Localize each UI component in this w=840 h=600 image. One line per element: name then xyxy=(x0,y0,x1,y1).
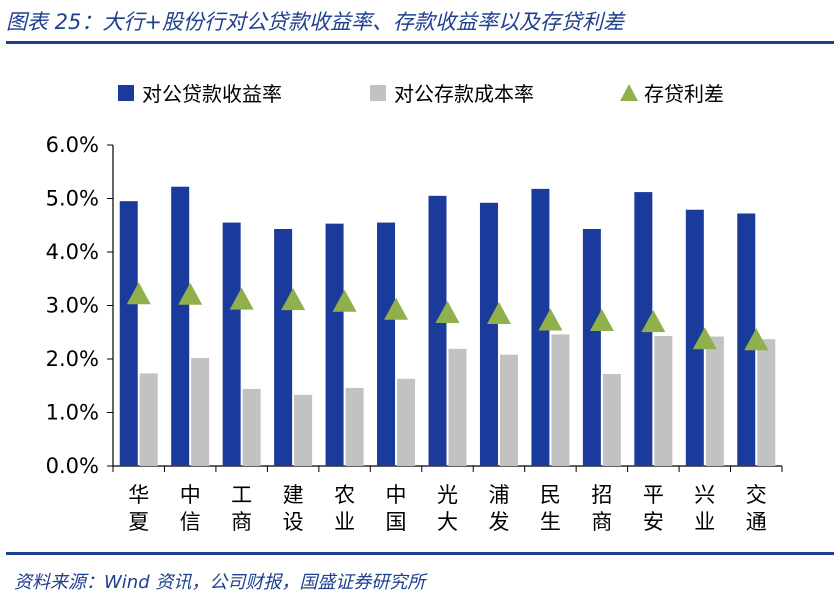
marker-spread xyxy=(332,289,357,312)
marker-spread xyxy=(281,288,306,311)
legend-label-0: 对公贷款收益率 xyxy=(142,82,282,106)
x-tick-label: 光大 xyxy=(437,483,458,534)
source-divider xyxy=(6,552,834,555)
x-tick-label: 民生 xyxy=(540,483,561,534)
chart-title: 图表 25：大行+股份行对公贷款收益率、存款收益率以及存贷利差 xyxy=(6,10,624,34)
bar-deposit-cost xyxy=(448,348,467,466)
bar-loan-yield xyxy=(582,228,601,466)
x-tick-label: 平安 xyxy=(643,483,664,534)
bar-deposit-cost xyxy=(294,394,313,466)
bar-loan-yield xyxy=(479,202,498,466)
bar-loan-yield xyxy=(685,209,704,467)
legend-swatch-1 xyxy=(370,85,386,101)
marker-spread xyxy=(229,287,254,310)
bar-deposit-cost xyxy=(139,373,158,466)
y-tick-label: 0.0% xyxy=(46,454,99,478)
x-tick-label: 浦发 xyxy=(488,483,509,534)
marker-spread xyxy=(538,308,563,331)
bar-loan-yield xyxy=(171,186,190,467)
bar-loan-yield xyxy=(737,213,756,466)
bar-deposit-cost xyxy=(499,354,518,466)
x-tick-label: 兴业 xyxy=(694,483,715,534)
x-tick-label: 建设 xyxy=(283,483,304,534)
marker-spread xyxy=(641,310,666,333)
bar-loan-yield xyxy=(274,228,293,466)
bar-deposit-cost xyxy=(551,334,570,466)
x-tick-label: 华夏 xyxy=(128,483,149,534)
x-tick-label: 中信 xyxy=(180,483,201,534)
source-note: 资料来源：Wind 资讯，公司财报，国盛证券研究所 xyxy=(14,572,426,593)
bar-loan-yield xyxy=(428,195,447,466)
legend-swatch-2 xyxy=(620,84,638,101)
marker-spread xyxy=(692,327,717,350)
bar-deposit-cost xyxy=(242,388,261,466)
bar-deposit-cost xyxy=(345,387,364,466)
marker-spread xyxy=(384,297,409,320)
x-tick-label: 工商 xyxy=(231,483,252,534)
legend-label-1: 对公存款成本率 xyxy=(394,82,534,106)
y-tick-label: 4.0% xyxy=(46,240,99,264)
y-tick-label: 3.0% xyxy=(46,294,99,318)
marker-spread xyxy=(435,300,460,323)
chart: 对公贷款收益率 对公存款成本率 存贷利差 0.0% 1.0% 2.0% 3.0% 4.0% 5.… xyxy=(46,82,783,534)
bar-loan-yield xyxy=(325,223,344,466)
bar-deposit-cost xyxy=(757,339,776,466)
y-tick-label: 2.0% xyxy=(46,347,99,371)
x-tick-label: 招商 xyxy=(591,483,612,534)
bar-loan-yield xyxy=(222,222,241,466)
bar-loan-yield xyxy=(119,201,138,467)
legend-swatch-0 xyxy=(118,85,134,101)
marker-spread xyxy=(486,302,511,325)
bar-loan-yield xyxy=(377,222,396,466)
title-divider xyxy=(6,41,834,44)
bar-deposit-cost xyxy=(602,373,621,466)
y-tick-label: 6.0% xyxy=(46,133,99,157)
legend-label-2: 存贷利差 xyxy=(644,82,724,106)
marker-spread xyxy=(178,282,203,305)
marker-spread xyxy=(126,282,151,305)
x-tick-label: 交通 xyxy=(746,483,767,534)
y-tick-label: 5.0% xyxy=(46,187,99,211)
x-tick-label: 农业 xyxy=(334,483,355,534)
bar-deposit-cost xyxy=(654,335,673,466)
marker-spread xyxy=(589,309,614,332)
y-tick-label: 1.0% xyxy=(46,401,99,425)
bar-deposit-cost xyxy=(191,357,210,466)
marker-spread xyxy=(744,328,769,351)
x-tick-label: 中国 xyxy=(386,483,407,534)
bar-deposit-cost xyxy=(397,378,416,466)
bar-deposit-cost xyxy=(705,336,724,466)
